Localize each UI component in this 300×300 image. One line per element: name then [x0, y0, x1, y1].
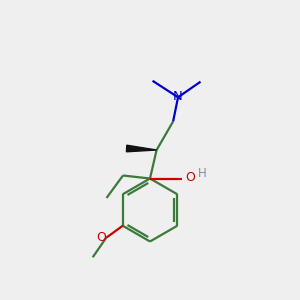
Text: O: O — [96, 231, 106, 244]
Text: N: N — [173, 90, 183, 103]
Text: O: O — [185, 171, 195, 184]
Polygon shape — [126, 145, 157, 152]
Text: H: H — [197, 167, 206, 180]
